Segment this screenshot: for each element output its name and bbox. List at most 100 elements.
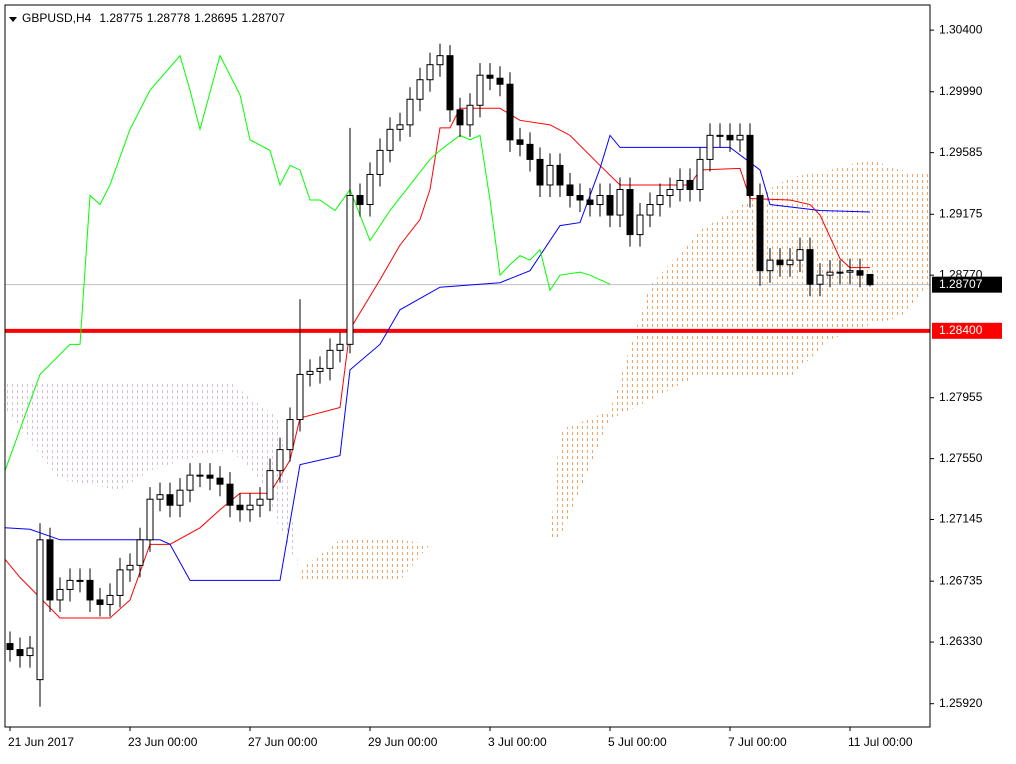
candle-body <box>36 539 44 681</box>
cloud-segment <box>120 381 150 491</box>
candle-body <box>96 599 104 605</box>
cloud-segment <box>830 159 870 340</box>
cloud-segment <box>900 169 930 318</box>
x-tick-label: 29 Jun 00:00 <box>368 735 438 749</box>
candle-body <box>146 498 154 541</box>
x-tick-label: 3 Jul 00:00 <box>488 735 547 749</box>
candle-body <box>696 158 704 190</box>
candle-body <box>196 474 204 477</box>
candle-body <box>366 173 374 206</box>
y-tick-label: 1.26735 <box>939 573 983 587</box>
candle-body <box>566 184 574 196</box>
candle-body <box>186 474 194 491</box>
candle-body <box>626 188 634 236</box>
candle-body <box>836 271 844 274</box>
candle-body <box>76 579 84 582</box>
plot-frame <box>4 4 931 728</box>
candle-body <box>316 367 324 372</box>
current-price-box <box>932 276 1002 293</box>
candle-body <box>676 179 684 190</box>
candle-body <box>456 109 464 126</box>
x-tick-label: 7 Jul 00:00 <box>728 735 787 749</box>
candle-body <box>736 134 744 141</box>
candle-body <box>596 194 604 206</box>
candle-body <box>826 271 834 276</box>
y-tick-label: 1.29175 <box>939 206 983 220</box>
candle-body <box>386 128 394 151</box>
candle-body <box>276 449 284 472</box>
candle-body <box>156 494 164 500</box>
y-tick-label: 1.27550 <box>939 451 983 465</box>
candle-body <box>336 343 344 351</box>
candle-body <box>526 143 534 160</box>
candle-body <box>716 134 724 137</box>
candle-body <box>816 274 824 285</box>
candle-body <box>796 249 804 261</box>
candle-body <box>586 199 594 206</box>
current-price-label: 1.28707 <box>939 277 983 291</box>
candle-body <box>746 134 754 196</box>
cloud-segment <box>150 381 200 471</box>
candle-body <box>806 249 814 285</box>
candle-body <box>426 64 434 81</box>
candle-body <box>496 77 504 85</box>
chart-title: GBPUSD,H4 <box>22 11 92 25</box>
candle-body <box>556 164 564 186</box>
candle-body <box>86 579 94 601</box>
candle-body <box>296 373 304 421</box>
x-tick-label: 21 Jun 2017 <box>8 735 74 749</box>
cloud-segment <box>340 539 400 581</box>
candle-body <box>636 214 644 236</box>
cloud-segment <box>700 200 750 378</box>
candle-body <box>226 483 234 506</box>
candle-body <box>476 74 484 106</box>
cloud-segment <box>550 430 560 540</box>
header-low: 1.28695 <box>194 11 238 25</box>
candle-body <box>646 204 654 216</box>
cloud-segment <box>280 419 300 581</box>
candle-body <box>856 270 864 276</box>
x-tick-label: 23 Jun 00:00 <box>128 735 198 749</box>
plot-area <box>5 43 930 707</box>
cloud-segment <box>560 410 610 540</box>
cloud-segment <box>610 285 650 420</box>
candle-body <box>436 55 444 66</box>
candle-body <box>606 194 614 216</box>
candle-body <box>576 194 584 201</box>
candle-body <box>256 498 264 506</box>
candle-body <box>26 647 34 657</box>
y-tick-label: 1.29990 <box>939 84 983 98</box>
candle-body <box>56 588 64 601</box>
menu-arrow[interactable] <box>9 17 17 22</box>
y-tick-label: 1.27145 <box>939 512 983 526</box>
candle-body <box>786 259 794 266</box>
candle-body <box>466 104 474 126</box>
candle-body <box>516 139 524 145</box>
level-label: 1.28400 <box>939 323 983 337</box>
candle-body <box>766 259 774 272</box>
candle-body <box>326 349 334 369</box>
candle-body <box>536 158 544 186</box>
candle-body <box>306 370 314 375</box>
candle-body <box>346 194 354 345</box>
candle-body <box>246 504 254 511</box>
candle-body <box>16 649 24 657</box>
candle-body <box>656 194 664 206</box>
candle-body <box>406 98 414 126</box>
candle-body <box>236 504 244 511</box>
candle-body <box>756 194 764 272</box>
overlay: 1.304001.299901.295851.291751.287701.279… <box>8 11 1002 749</box>
cloud-segment <box>60 381 120 491</box>
candle-body <box>116 569 124 596</box>
y-tick-label: 1.29585 <box>939 145 983 159</box>
cloud-segment <box>400 539 430 581</box>
candle-body <box>176 489 184 506</box>
candle-body <box>376 149 384 175</box>
cloud-segment <box>650 230 700 400</box>
candle-body <box>866 273 874 286</box>
cloud-segment <box>300 539 340 581</box>
candle-body <box>446 55 454 111</box>
header-high: 1.28778 <box>147 11 191 25</box>
header-close: 1.28707 <box>242 11 286 25</box>
